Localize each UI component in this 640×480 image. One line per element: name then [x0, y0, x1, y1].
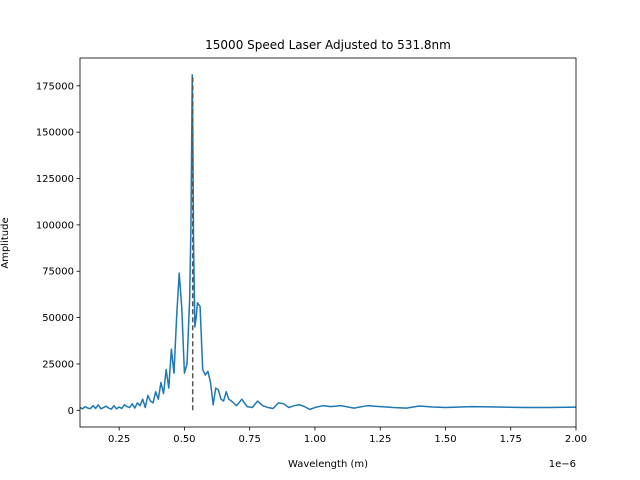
x-tick-label: 0.25 — [108, 434, 130, 445]
series-line-0 — [79, 73, 577, 411]
x-tick-label: 0.50 — [173, 434, 195, 445]
y-tick-label: 25000 — [42, 359, 74, 370]
x-tick-label: 1.75 — [500, 434, 522, 445]
chart-title: 15000 Speed Laser Adjusted to 531.8nm — [205, 38, 451, 52]
y-axis-label: Amplitude — [0, 217, 11, 268]
y-tick-label: 125000 — [36, 174, 74, 185]
x-tick-label: 0.75 — [239, 434, 261, 445]
y-axis: 0 25000 50000 75000 100000 125000 150000 175000 — [36, 81, 80, 417]
y-tick-label: 0 — [68, 406, 74, 417]
y-tick-label: 75000 — [42, 267, 74, 278]
x-axis-offset-label: 1e−6 — [549, 459, 576, 470]
plot-area — [79, 73, 577, 411]
y-tick-label: 100000 — [36, 220, 74, 231]
y-tick-label: 150000 — [36, 128, 74, 139]
x-tick-label: 1.00 — [304, 434, 326, 445]
y-tick-label: 175000 — [36, 81, 74, 92]
y-tick-label: 50000 — [42, 313, 74, 324]
x-axis: 0.25 0.50 0.75 1.00 1.25 1.50 1.75 2.00 — [108, 427, 587, 445]
plot-frame — [79, 57, 577, 428]
x-axis-label: Wavelength (m) — [288, 459, 368, 470]
x-tick-label: 2.00 — [565, 434, 587, 445]
x-tick-label: 1.50 — [434, 434, 456, 445]
x-tick-label: 1.25 — [369, 434, 391, 445]
